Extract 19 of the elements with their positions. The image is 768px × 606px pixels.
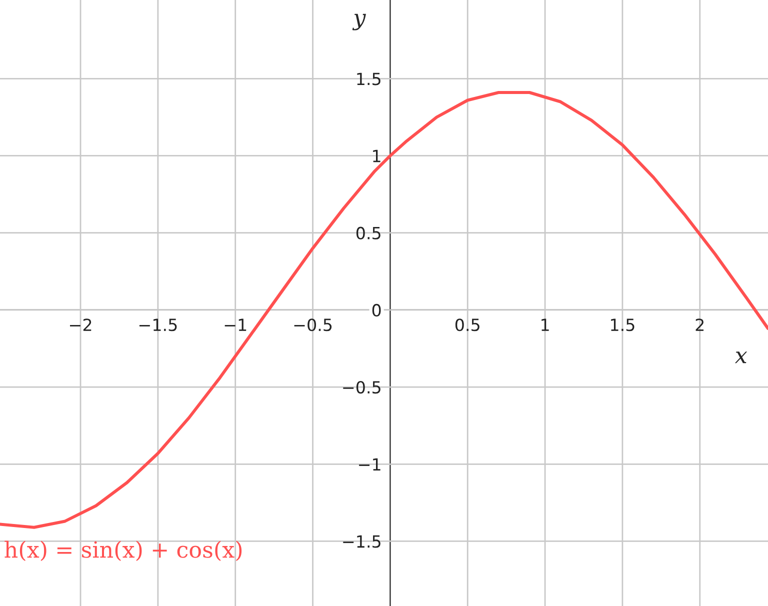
x-axis-title: x xyxy=(734,352,748,364)
x-tick-label: −0.5 xyxy=(294,318,332,332)
x-tick-label: 1.5 xyxy=(611,318,634,332)
y-tick-label: 0 xyxy=(372,304,381,317)
y-tick-label: −0.5 xyxy=(343,381,380,394)
y-axis-title: y xyxy=(352,14,366,30)
line-series xyxy=(0,90,768,529)
x-tick-label: −2 xyxy=(70,318,92,331)
y-tick-label: −1 xyxy=(359,458,380,470)
x-tick-label: 0.5 xyxy=(455,318,480,332)
x-tick-label: 2 xyxy=(696,318,704,331)
y-tick-label: 0.5 xyxy=(356,226,380,240)
x-tick-label: 1 xyxy=(542,318,549,331)
y-tick-label: 1.5 xyxy=(357,72,380,86)
x-tick-label: −1 xyxy=(224,318,246,331)
y-tick-label: 1 xyxy=(373,150,380,162)
annotation: h(x) = sin(x) + cos(x) xyxy=(4,540,242,562)
y-tick-label: −1.5 xyxy=(343,535,380,548)
x-tick-label: −1.5 xyxy=(139,318,177,332)
